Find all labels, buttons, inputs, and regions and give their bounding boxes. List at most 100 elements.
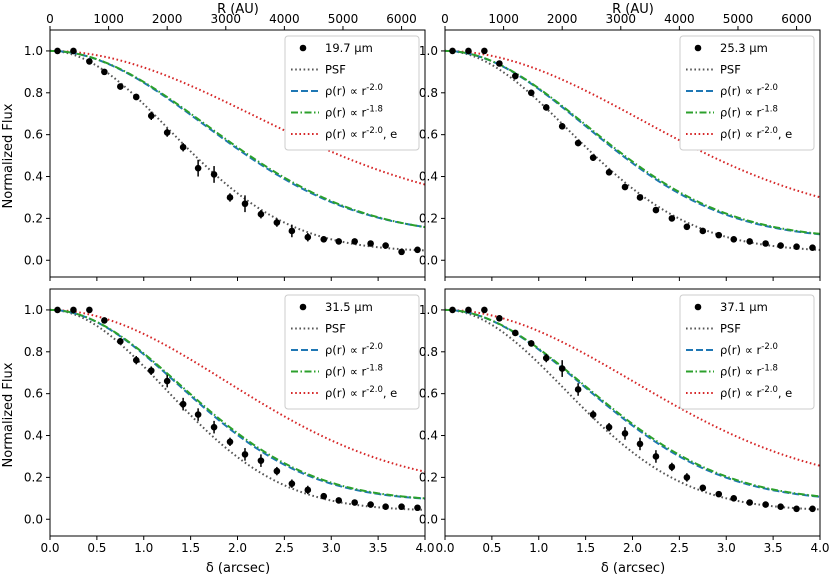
- data-point: [132, 356, 140, 364]
- data-point: [809, 505, 816, 513]
- data-point: [605, 423, 613, 431]
- data-point: [163, 129, 171, 136]
- data-point: [367, 501, 374, 508]
- data-point: [621, 430, 629, 437]
- data-point: [746, 499, 753, 506]
- data-point: [163, 377, 171, 385]
- x-tick-label: 0.5: [87, 541, 106, 555]
- y-tick-label: 0.0: [24, 253, 43, 267]
- data-point: [414, 246, 421, 254]
- legend-data-marker: [299, 44, 307, 52]
- data-point: [481, 47, 488, 55]
- x-axis-label-left: δ (arcsec): [206, 561, 270, 576]
- y-tick-label: 0.8: [24, 86, 43, 100]
- data-point: [304, 486, 312, 494]
- data-point: [589, 411, 597, 418]
- data-point: [54, 47, 61, 55]
- data-point: [715, 490, 723, 498]
- data-point: [210, 423, 218, 431]
- data-point: [86, 58, 93, 65]
- plot-area: [50, 306, 425, 512]
- x-tick-label: 2.5: [670, 541, 689, 555]
- legend-suffix: , e: [778, 386, 792, 400]
- data-point: [117, 83, 124, 90]
- data-point: [512, 329, 519, 337]
- legend-exponent: -1.8: [761, 364, 778, 374]
- legend-label-psf: PSF: [720, 63, 741, 77]
- y-tick-label: 0.0: [419, 512, 438, 526]
- y-tick-label: 1.0: [24, 303, 43, 317]
- model-r-2.0-e-line: [50, 49, 425, 186]
- data-point: [465, 306, 472, 314]
- y-tick-label: 0.2: [24, 211, 43, 225]
- data-point: [70, 47, 77, 55]
- data-point: [699, 484, 707, 492]
- legend-data-label: 31.5 μm: [325, 300, 373, 314]
- data-point: [179, 143, 187, 151]
- legend-label-model_c: ρ(r) ∝ r-2.0, e: [720, 126, 792, 141]
- x-tick-label: 2.0: [228, 541, 247, 555]
- legend-exponent: -2.0: [366, 126, 383, 136]
- plot-area: [445, 306, 820, 513]
- top-tick-label: 3000: [606, 12, 637, 26]
- data-point: [241, 451, 249, 458]
- plot-area: [445, 47, 820, 251]
- data-point: [210, 171, 218, 178]
- legend-suffix: , e: [383, 386, 397, 400]
- data-point: [194, 164, 202, 172]
- data-point: [793, 243, 800, 250]
- legend-data-marker: [694, 44, 702, 52]
- x-tick-label: 1.5: [576, 541, 595, 555]
- data-point: [226, 194, 234, 201]
- y-tick-label: 0.8: [419, 86, 438, 100]
- data-point: [351, 238, 358, 245]
- data-point: [273, 219, 281, 226]
- data-point: [699, 227, 707, 235]
- top-tick-label: 5000: [328, 12, 359, 26]
- legend-label-psf: PSF: [325, 322, 346, 336]
- psf-line: [445, 49, 820, 251]
- data-point: [589, 154, 597, 161]
- data-point: [793, 505, 800, 513]
- y-tick-label: 0.6: [24, 387, 43, 401]
- top-axis-label-left: R (AU): [217, 2, 259, 17]
- legend-data-marker: [299, 303, 307, 311]
- y-tick-label: 0.6: [24, 128, 43, 142]
- y-axis-label-bottom: Normalized Flux: [1, 362, 16, 467]
- y-tick-label: 0.6: [419, 387, 438, 401]
- model-r-2.0-e-line: [445, 49, 820, 199]
- plot-area: [50, 47, 425, 256]
- data-point: [730, 236, 738, 243]
- x-axis-label-right: δ (arcsec): [601, 561, 665, 576]
- x-tick-label: 4.0: [810, 541, 829, 555]
- data-point: [273, 467, 281, 475]
- model-r-2.0-e-line: [445, 308, 820, 467]
- y-tick-label: 0.0: [24, 512, 43, 526]
- data-point: [558, 122, 566, 130]
- model-r-2.0-line: [50, 308, 425, 500]
- legend-exponent: -2.0: [761, 83, 778, 93]
- panel-top-right: 0.0 0.2 0.4 0.6 0.8 1.0 0 1000 2000 3000 4000 5000 6…: [419, 12, 821, 281]
- data-point: [527, 89, 535, 97]
- data-point: [777, 242, 784, 249]
- data-point: [257, 457, 265, 464]
- data-point: [335, 497, 343, 504]
- top-tick-label: 3000: [211, 12, 242, 26]
- data-point: [179, 400, 187, 408]
- data-point: [288, 227, 296, 235]
- data-point: [241, 200, 249, 208]
- top-tick-label: 5000: [723, 12, 754, 26]
- data-point: [117, 338, 124, 345]
- x-tick-label: 0.0: [435, 541, 454, 555]
- data-point: [542, 354, 550, 362]
- data-point: [809, 244, 816, 251]
- legend-exponent: -2.0: [366, 385, 383, 395]
- top-tick-label: 1000: [93, 12, 124, 26]
- data-point: [70, 306, 77, 314]
- x-tick-label: 3.0: [717, 541, 736, 555]
- panel-bottom-right: 0.0 0.5 1.0 1.5 2.0 2.5 3.0 3.5 4.0 0.0 0.2 0.4 0.6 0…: [419, 288, 830, 555]
- data-point: [398, 503, 405, 510]
- data-point: [558, 365, 566, 372]
